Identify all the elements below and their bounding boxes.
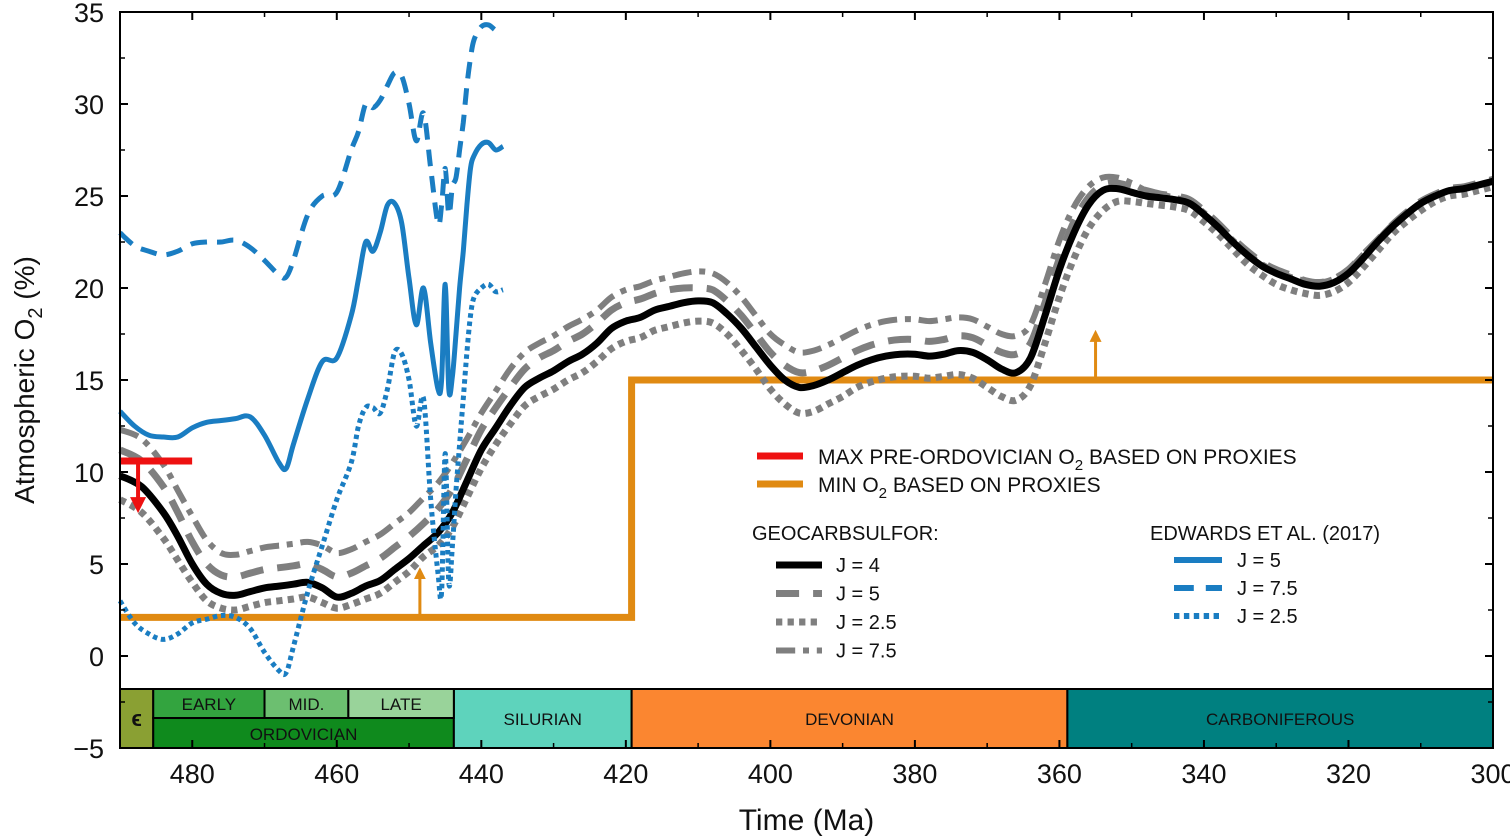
x-axis-title: Time (Ma) — [739, 804, 875, 837]
y-tick-label: −5 — [73, 734, 104, 764]
legend-title-edwards: EDWARDS ET AL. (2017) — [1150, 523, 1380, 545]
legend-label-max-pre-ordovician: MAX PRE-ORDOVICIAN O2 BASED ON PROXIES — [818, 446, 1297, 474]
x-tick-label: 440 — [459, 759, 504, 789]
series-line-geocarbsulfor-j-4 — [118, 177, 1494, 601]
legend-label-min-o2-rest: BASED ON PROXIES — [887, 474, 1101, 497]
period-label-silurian: SILURIAN — [504, 710, 582, 729]
legend-title-geocarb: GEOCARBSULFOR: — [752, 523, 939, 545]
subperiod-label-late: LATE — [380, 695, 421, 714]
period-label-devonian: DEVONIAN — [805, 710, 894, 729]
x-tick-label: 300 — [1470, 759, 1510, 789]
legend-label-min-o2-sub: 2 — [879, 485, 887, 502]
min-o2-step-line — [120, 376, 1493, 621]
legend-label-max-pre-ordovician-sub: 2 — [1075, 457, 1083, 474]
legend: MAX PRE-ORDOVICIAN O2 BASED ON PROXIESMI… — [752, 446, 1380, 663]
series-line-edwards-et-al-2017-j-2-5 — [117, 281, 504, 678]
legend-label-min-o2-main: MIN O — [818, 474, 879, 497]
legend-label-geocarb-2: J = 5 — [836, 584, 880, 606]
legend-label-max-pre-ordovician-main: MAX PRE-ORDOVICIAN O — [818, 446, 1075, 469]
period-label-carboniferous: CARBONIFEROUS — [1206, 710, 1354, 729]
period-label-cambrian: ϵ — [131, 706, 142, 731]
subperiod-label-mid: MID. — [288, 695, 324, 714]
subperiod-label-early: EARLY — [182, 695, 237, 714]
y-tick-label: 20 — [74, 274, 104, 304]
axes: −5 0 5 10 15 20 25 30 35 480 460 440 420 400 380 360 340… — [9, 0, 1510, 837]
series-line-edwards-et-al-2017-j-5 — [118, 139, 505, 472]
x-tick-label: 480 — [170, 759, 215, 789]
legend-label-geocarb-1: J = 4 — [836, 555, 880, 577]
series-line-edwards-et-al-2017-j-7-5 — [118, 22, 504, 281]
y-tick-label: 30 — [74, 90, 104, 120]
x-tick-label: 320 — [1326, 759, 1371, 789]
subperiod-band-early — [152, 688, 266, 719]
subperiod-band-late — [347, 688, 455, 719]
legend-label-edwards-2: J = 7.5 — [1237, 578, 1298, 600]
series-line-geocarbsulfor-j-7-5 — [118, 173, 1494, 558]
legend-label-geocarb-3: J = 2.5 — [836, 612, 897, 634]
y-tick-label: 15 — [74, 366, 104, 396]
period-label-ordovician: ORDOVICIAN — [250, 725, 358, 744]
y-axis-title-group: Atmospheric O2 (%) — [9, 256, 47, 504]
series-line-geocarbsulfor-j-2-5 — [118, 183, 1494, 614]
y-axis-title-rest: (%) — [9, 256, 40, 307]
subperiod-band-mid — [263, 688, 350, 719]
legend-label-geocarb-4: J = 7.5 — [836, 641, 897, 663]
y-axis-title-main: Atmospheric O — [9, 319, 40, 504]
y-axis-title: Atmospheric O2 (%) — [9, 256, 47, 504]
x-tick-label: 420 — [603, 759, 648, 789]
y-axis-title-sub: 2 — [25, 308, 47, 319]
x-tick-label: 380 — [892, 759, 937, 789]
geologic-period-bar: ϵ ORDOVICIAN SILURIAN DEVONIAN CARBONIFEROUS… — [119, 688, 1494, 749]
data-series — [117, 22, 1494, 678]
legend-label-edwards-3: J = 2.5 — [1237, 606, 1298, 628]
x-tick-label: 360 — [1037, 759, 1082, 789]
x-tick-label: 460 — [314, 759, 359, 789]
y-tick-label: 25 — [74, 182, 104, 212]
y-tick-label: 10 — [74, 458, 104, 488]
legend-label-max-pre-ordovician-rest: BASED ON PROXIES — [1083, 446, 1297, 469]
y-tick-label: 35 — [74, 0, 104, 28]
y-tick-label: 0 — [89, 642, 104, 672]
y-tick-label: 5 — [89, 550, 104, 580]
series-line-geocarbsulfor-j-5 — [118, 176, 1494, 581]
x-tick-label: 340 — [1181, 759, 1226, 789]
x-tick-label: 400 — [748, 759, 793, 789]
legend-label-min-o2: MIN O2 BASED ON PROXIES — [818, 474, 1101, 502]
legend-label-edwards-1: J = 5 — [1237, 550, 1281, 572]
